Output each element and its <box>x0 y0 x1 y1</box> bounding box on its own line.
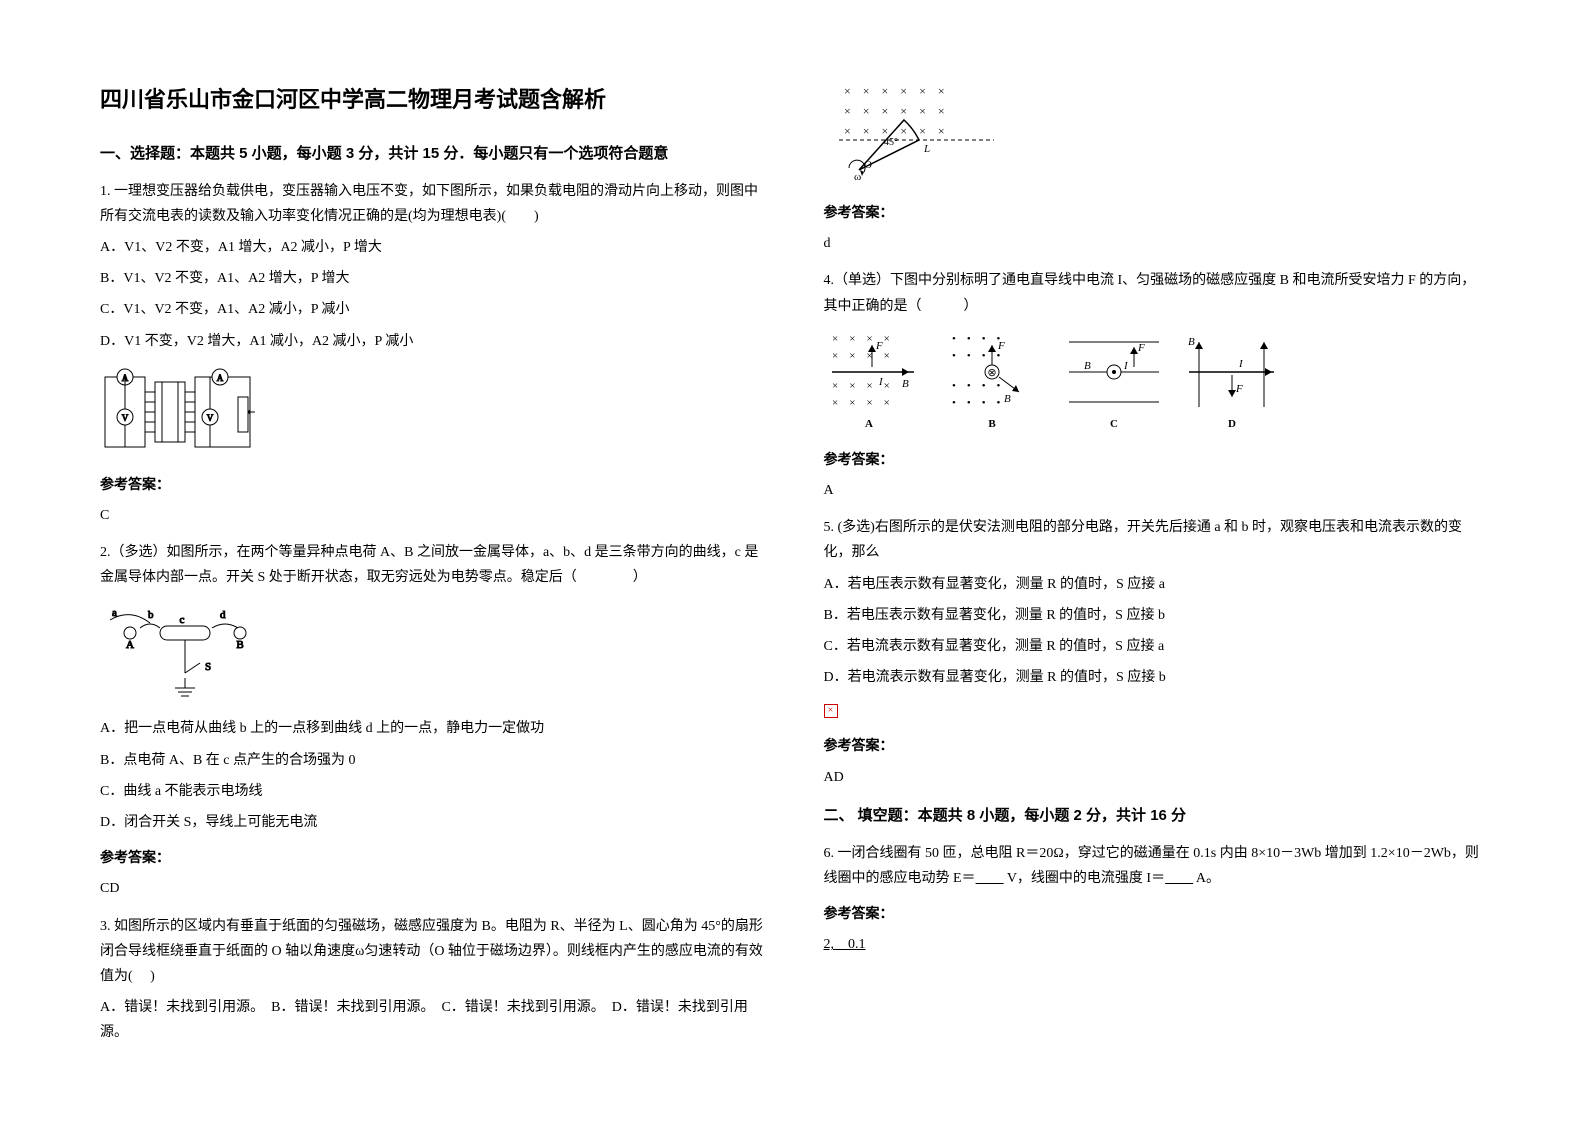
q1-opt-c: C．V1、V2 不变，A1、A2 减小，P 减小 <box>100 297 764 322</box>
q2-opt-c: C．曲线 a 不能表示电场线 <box>100 779 764 804</box>
q1-stem: 1. 一理想变压器给负载供电，变压器输入电压不变，如下图所示，如果负载电阻的滑动… <box>100 179 764 229</box>
q1-figure: A V A V <box>100 362 764 462</box>
q3-stem: 3. 如图所示的区域内有垂直于纸面的匀强磁场，磁感应强度为 B。电阻为 R、半径… <box>100 914 764 990</box>
q6-ans: 2, 0.1 <box>824 932 1488 957</box>
svg-text:× × × ×: × × × × <box>832 397 890 409</box>
q5-stem: 5. (多选)右图所示的是伏安法测电阻的部分电路，开关先后接通 a 和 b 时，… <box>824 515 1488 565</box>
svg-text:A: A <box>217 373 224 383</box>
svg-text:S: S <box>205 661 211 673</box>
q1-opt-d: D．V1 不变，V2 增大，A1 减小，A2 减小，P 减小 <box>100 329 764 354</box>
svg-text:F: F <box>1137 342 1145 354</box>
q3-ans: d <box>824 231 1488 256</box>
svg-text:• • • •: • • • • <box>952 397 1001 409</box>
svg-text:F: F <box>1235 383 1243 395</box>
section-1-heading: 一、选择题：本题共 5 小题，每小题 3 分，共计 15 分．每小题只有一个选项… <box>100 140 764 167</box>
svg-text:V: V <box>122 413 129 423</box>
svg-text:B: B <box>902 378 909 390</box>
svg-text:V: V <box>207 413 214 423</box>
svg-text:× × × × × ×: × × × × × × <box>844 84 945 98</box>
q5-opt-d: D．若电流表示数有显著变化，测量 R 的值时，S 应接 b <box>824 665 1488 690</box>
q4-stem: 4.（单选）下图中分别标明了通电直导线中电流 I、匀强磁场的磁感应强度 B 和电… <box>824 268 1488 318</box>
svg-text:D: D <box>1228 418 1236 430</box>
svg-text:C: C <box>1110 418 1118 430</box>
q2-opt-d: D．闭合开关 S，导线上可能无电流 <box>100 810 764 835</box>
q6-ans-label: 参考答案： <box>824 901 1488 926</box>
q5-figure: × <box>824 698 1488 723</box>
q6-stem-c: A。 <box>1196 871 1220 886</box>
section-2-heading: 二、 填空题：本题共 8 小题，每小题 2 分，共计 16 分 <box>824 802 1488 829</box>
q2-opt-b: B．点电荷 A、B 在 c 点产生的合场强为 0 <box>100 748 764 773</box>
svg-text:a: a <box>112 607 117 619</box>
svg-text:ω: ω <box>854 171 861 183</box>
page-title: 四川省乐山市金口河区中学高二物理月考试题含解析 <box>100 80 764 120</box>
q5-opt-c: C．若电流表示数有显著变化，测量 R 的值时，S 应接 a <box>824 634 1488 659</box>
q4-ans-label: 参考答案： <box>824 447 1488 472</box>
q4-figure: × × × × × × × × × × × × × × × × I F B A … <box>824 327 1488 437</box>
q2-ans-label: 参考答案： <box>100 845 764 870</box>
q3-opts: A．错误！未找到引用源。 B．错误！未找到引用源。 C．错误！未找到引用源。 D… <box>100 995 764 1045</box>
q1-ans: C <box>100 503 764 528</box>
missing-image-icon: × <box>824 704 838 718</box>
svg-text:L: L <box>923 143 930 155</box>
svg-text:B: B <box>236 639 243 651</box>
svg-text:⊗: ⊗ <box>987 367 996 379</box>
q5-ans-label: 参考答案： <box>824 733 1488 758</box>
svg-text:45°: 45° <box>884 137 898 148</box>
svg-text:A: A <box>126 639 134 651</box>
svg-text:• • • •: • • • • <box>952 380 1001 392</box>
svg-text:B: B <box>1188 336 1195 348</box>
svg-text:b: b <box>148 609 154 621</box>
q5-ans: AD <box>824 765 1488 790</box>
svg-text:c: c <box>180 614 185 626</box>
q5-opt-b: B．若电压表示数有显著变化，测量 R 的值时，S 应接 b <box>824 603 1488 628</box>
q2-figure: A B c a b d S <box>100 598 764 708</box>
q1-opt-b: B．V1、V2 不变，A1、A2 增大，P 增大 <box>100 266 764 291</box>
q6-stem-b: V，线圈中的电流强度 I＝ <box>1007 871 1165 886</box>
svg-text:d: d <box>220 609 226 621</box>
svg-text:I: I <box>1123 360 1129 372</box>
q2-opt-a: A．把一点电荷从曲线 b 上的一点移到曲线 d 上的一点，静电力一定做功 <box>100 716 764 741</box>
svg-text:B: B <box>988 418 996 430</box>
q2-stem: 2.（多选）如图所示，在两个等量异种点电荷 A、B 之间放一金属导体，a、b、d… <box>100 540 764 590</box>
svg-text:B: B <box>1004 393 1011 405</box>
q1-opt-a: A．V1、V2 不变，A1 增大，A2 减小，P 增大 <box>100 235 764 260</box>
q5-opt-a: A．若电压表示数有显著变化，测量 R 的值时，S 应接 a <box>824 572 1488 597</box>
q6-stem: 6. 一闭合线圈有 50 匝，总电阻 R＝20Ω，穿过它的磁通量在 0.1s 内… <box>824 841 1488 891</box>
q3-figure: × × × × × × × × × × × × × × × × × × 45° … <box>824 80 1488 190</box>
svg-text:F: F <box>875 340 883 352</box>
svg-text:B: B <box>1084 360 1091 372</box>
svg-text:• • • •: • • • • <box>952 333 1001 345</box>
svg-text:I: I <box>1238 358 1244 370</box>
q2-ans: CD <box>100 876 764 901</box>
svg-text:× × × × × ×: × × × × × × <box>844 104 945 118</box>
q3-ans-label: 参考答案： <box>824 200 1488 225</box>
q1-ans-label: 参考答案： <box>100 472 764 497</box>
q4-ans: A <box>824 478 1488 503</box>
svg-text:A: A <box>865 418 873 430</box>
svg-text:F: F <box>997 340 1005 352</box>
